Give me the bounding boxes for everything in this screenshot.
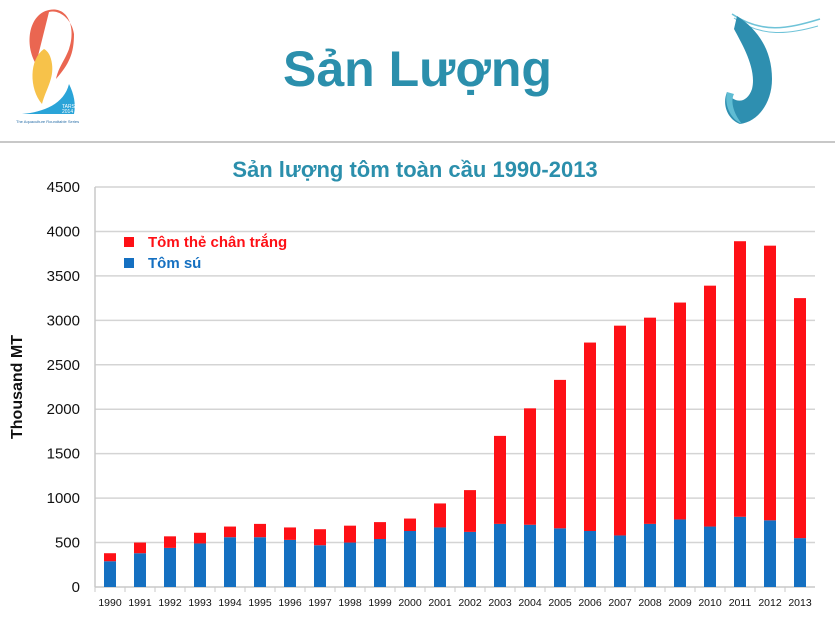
bar-tom-the-2002 xyxy=(464,490,476,532)
x-tick-label: 1990 xyxy=(98,597,122,609)
bar-tom-su-2013 xyxy=(794,538,806,587)
y-tick-label: 1000 xyxy=(47,490,80,507)
bar-tom-su-2003 xyxy=(494,523,506,587)
y-tick-label: 2500 xyxy=(47,357,80,374)
bar-tom-su-2010 xyxy=(704,526,716,587)
bar-tom-the-1997 xyxy=(314,529,326,546)
x-tick-label: 1997 xyxy=(308,597,332,609)
legend-label: Tôm thẻ chân trắng xyxy=(148,233,287,251)
x-tick-label: 2002 xyxy=(458,597,482,609)
x-tick-label: 2009 xyxy=(668,597,692,609)
bar-tom-su-1993 xyxy=(194,543,206,587)
bar-tom-su-1996 xyxy=(284,539,296,587)
bar-tom-su-1992 xyxy=(164,547,176,587)
bar-tom-the-2012 xyxy=(764,245,776,521)
bar-tom-the-1994 xyxy=(224,526,236,538)
bar-tom-the-2008 xyxy=(644,317,656,524)
bar-tom-su-2002 xyxy=(464,531,476,587)
svg-text:TARS: TARS xyxy=(62,104,76,110)
y-tick-label: 3000 xyxy=(47,312,80,329)
y-tick-label: 500 xyxy=(55,535,80,552)
x-tick-label: 1995 xyxy=(248,597,272,609)
legend-swatch xyxy=(124,237,134,247)
svg-text:The Aquaculture Roundtable Ser: The Aquaculture Roundtable Series xyxy=(16,119,79,124)
x-tick-label: 2006 xyxy=(578,597,602,609)
x-tick-label: 1998 xyxy=(338,597,362,609)
bar-tom-su-2001 xyxy=(434,527,446,587)
bar-tom-the-2003 xyxy=(494,435,506,524)
bar-tom-the-1995 xyxy=(254,523,266,538)
bar-tom-the-2007 xyxy=(614,325,626,536)
bar-tom-the-2009 xyxy=(674,302,686,520)
x-tick-label: 1992 xyxy=(158,597,182,609)
bar-tom-the-1999 xyxy=(374,522,386,539)
x-tick-label: 2004 xyxy=(518,597,542,609)
y-tick-label: 3500 xyxy=(47,268,80,285)
x-tick-label: 1996 xyxy=(278,597,302,609)
x-tick-label: 2013 xyxy=(788,597,812,609)
bar-tom-the-2000 xyxy=(404,518,416,531)
y-tick-label: 4000 xyxy=(47,223,80,240)
bar-tom-su-2009 xyxy=(674,519,686,587)
bar-tom-the-2005 xyxy=(554,379,566,529)
header-divider xyxy=(0,141,835,143)
x-tick-label: 2007 xyxy=(608,597,632,609)
bar-tom-su-1998 xyxy=(344,542,356,587)
bar-tom-the-2013 xyxy=(794,298,806,539)
y-tick-label: 1500 xyxy=(47,446,80,463)
bar-tom-the-1990 xyxy=(104,553,116,562)
bar-tom-su-1999 xyxy=(374,539,386,587)
y-tick-label: 2000 xyxy=(47,401,80,418)
chart-title: Sản lượng tôm toàn cầu 1990-2013 xyxy=(232,157,597,182)
y-tick-label: 0 xyxy=(72,579,80,596)
x-tick-label: 2011 xyxy=(729,597,752,609)
bar-tom-the-2010 xyxy=(704,285,716,527)
bar-tom-the-2006 xyxy=(584,342,596,531)
bar-tom-su-2011 xyxy=(734,516,746,587)
bar-tom-the-1991 xyxy=(134,542,146,554)
bar-tom-the-1996 xyxy=(284,527,296,540)
tars-2014-logo: TARS 2014 The Aquaculture Roundtable Ser… xyxy=(14,4,114,126)
bar-tom-the-2011 xyxy=(734,241,746,517)
bar-tom-the-2004 xyxy=(524,408,536,525)
shrimp-logo-icon xyxy=(712,4,824,128)
y-axis-label: Thousand MT xyxy=(9,335,26,439)
legend-swatch xyxy=(124,258,134,268)
slide-title: Sản Lượng xyxy=(283,41,552,97)
bar-tom-su-2007 xyxy=(614,535,626,587)
x-tick-label: 2001 xyxy=(428,597,452,609)
bar-tom-su-2006 xyxy=(584,531,596,587)
bar-tom-su-1995 xyxy=(254,537,266,587)
bar-tom-su-2008 xyxy=(644,523,656,587)
bar-tom-the-1993 xyxy=(194,532,206,544)
legend-label: Tôm sú xyxy=(148,255,201,272)
bar-tom-the-1998 xyxy=(344,525,356,543)
bar-tom-the-2001 xyxy=(434,503,446,528)
y-tick-label: 4500 xyxy=(47,179,80,196)
bar-tom-su-1990 xyxy=(104,561,116,587)
x-tick-label: 2008 xyxy=(638,597,662,609)
bar-tom-su-2000 xyxy=(404,531,416,587)
bar-tom-su-2005 xyxy=(554,528,566,587)
x-tick-label: 2000 xyxy=(398,597,422,609)
x-tick-label: 2012 xyxy=(758,597,782,609)
shrimp-production-chart: Sản lượng tôm toàn cầu 1990-2013 0 500 1000… xyxy=(9,157,815,609)
x-tick-label: 2005 xyxy=(548,597,572,609)
x-tick-label: 2003 xyxy=(488,597,512,609)
bar-tom-su-2012 xyxy=(764,520,776,587)
bar-tom-su-2004 xyxy=(524,524,536,587)
x-tick-label: 1991 xyxy=(128,597,152,609)
bar-tom-su-1991 xyxy=(134,553,146,587)
bar-tom-the-1992 xyxy=(164,536,176,548)
x-tick-label: 1999 xyxy=(368,597,392,609)
x-tick-label: 1994 xyxy=(218,597,242,609)
bar-tom-su-1997 xyxy=(314,545,326,587)
x-tick-label: 1993 xyxy=(188,597,212,609)
x-tick-label: 2010 xyxy=(698,597,722,609)
svg-text:2014: 2014 xyxy=(62,109,73,115)
bar-tom-su-1994 xyxy=(224,537,236,587)
